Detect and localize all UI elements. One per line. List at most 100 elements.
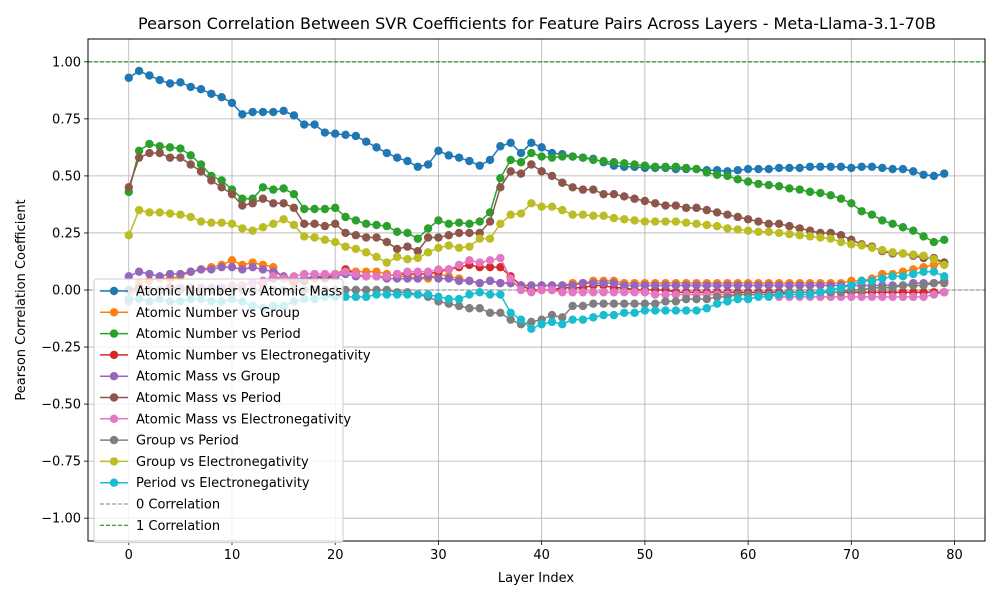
data-point	[155, 148, 164, 158]
data-point	[537, 285, 546, 295]
data-point	[919, 267, 928, 276]
data-point	[124, 272, 133, 281]
data-point	[774, 163, 784, 173]
legend-item-group-vs-period: Group vs Period	[100, 434, 239, 449]
legend-label: Atomic Number vs Atomic Mass	[136, 285, 342, 300]
data-point	[134, 267, 144, 276]
data-point	[217, 92, 226, 102]
data-point	[929, 290, 939, 299]
data-point	[764, 180, 773, 190]
data-point	[805, 290, 815, 299]
data-point	[361, 137, 371, 146]
data-point	[444, 219, 453, 229]
data-point	[248, 226, 257, 235]
data-point	[516, 315, 526, 324]
y-axis-label: Pearson Correlation Coefficient	[14, 199, 29, 400]
data-point	[940, 278, 949, 288]
data-point	[785, 281, 794, 290]
data-point	[712, 208, 722, 217]
data-point	[475, 161, 484, 170]
data-point	[475, 258, 484, 267]
data-point	[723, 224, 732, 233]
data-point	[589, 299, 598, 308]
data-point	[258, 107, 268, 117]
data-point	[712, 281, 722, 290]
legend-marker	[109, 372, 119, 381]
legend-marker	[109, 457, 119, 466]
data-point	[867, 283, 877, 292]
data-point	[300, 204, 309, 214]
data-point	[351, 244, 361, 254]
data-point	[898, 272, 908, 281]
data-point	[630, 216, 639, 225]
data-point	[609, 299, 619, 308]
data-point	[568, 315, 577, 324]
data-point	[516, 285, 526, 295]
data-point	[279, 184, 288, 193]
data-point	[454, 243, 464, 252]
data-point	[671, 217, 681, 226]
data-point	[392, 252, 402, 262]
data-point	[702, 168, 712, 177]
data-point	[547, 153, 557, 162]
data-point	[661, 306, 670, 315]
data-point	[475, 288, 484, 297]
data-point	[785, 221, 794, 231]
data-point	[599, 299, 608, 308]
data-point	[764, 164, 773, 174]
legend-item-atomic-mass-vs-group: Atomic Mass vs Group	[100, 370, 280, 385]
data-point	[847, 240, 856, 249]
data-point	[434, 274, 443, 283]
x-tick-label: 70	[843, 548, 860, 563]
y-tick-label: 0.00	[52, 284, 81, 299]
data-point	[341, 242, 350, 251]
data-point	[630, 288, 639, 297]
data-point	[743, 215, 753, 224]
data-point	[888, 164, 897, 174]
data-point	[867, 162, 877, 171]
data-point	[289, 272, 299, 281]
data-point	[413, 267, 422, 276]
data-point	[186, 82, 195, 92]
data-point	[145, 269, 154, 279]
data-point	[155, 272, 164, 281]
data-point	[558, 178, 567, 187]
data-point	[537, 143, 546, 152]
data-point	[527, 199, 536, 208]
data-point	[516, 158, 526, 167]
data-point	[444, 241, 453, 250]
data-point	[434, 265, 443, 274]
legend-item-atomic-number-vs-atomic-mass: Atomic Number vs Atomic Mass	[100, 285, 342, 300]
data-point	[320, 128, 330, 137]
data-point	[909, 167, 918, 176]
data-point	[341, 228, 350, 238]
data-point	[836, 283, 846, 292]
data-point	[331, 219, 340, 229]
data-point	[578, 278, 588, 288]
data-point	[258, 194, 268, 203]
data-point	[919, 281, 928, 290]
data-point	[816, 288, 825, 297]
data-point	[227, 189, 237, 199]
data-point	[558, 288, 567, 297]
data-point	[898, 164, 908, 174]
data-point	[888, 292, 897, 302]
data-point	[217, 218, 226, 227]
data-point	[599, 156, 608, 166]
data-point	[465, 219, 474, 229]
data-point	[568, 281, 577, 290]
data-point	[630, 308, 639, 318]
data-point	[578, 288, 588, 297]
data-point	[444, 294, 453, 304]
data-point	[155, 208, 164, 217]
data-point	[165, 79, 175, 88]
y-tick-label: 1.00	[52, 55, 81, 70]
data-point	[496, 253, 505, 263]
data-point	[733, 166, 742, 175]
legend-item-0-correlation: 0 Correlation	[100, 498, 220, 513]
data-point	[816, 162, 825, 171]
x-tick-label: 80	[946, 548, 963, 563]
data-point	[857, 292, 866, 302]
data-point	[403, 156, 412, 166]
data-point	[454, 260, 464, 270]
